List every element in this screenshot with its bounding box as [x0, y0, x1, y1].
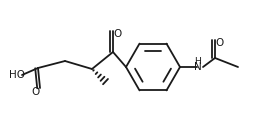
- Text: O: O: [114, 29, 122, 39]
- Text: O: O: [32, 87, 40, 97]
- Text: HO: HO: [9, 70, 25, 80]
- Text: N: N: [194, 62, 202, 72]
- Text: O: O: [216, 38, 224, 48]
- Text: H: H: [195, 57, 201, 66]
